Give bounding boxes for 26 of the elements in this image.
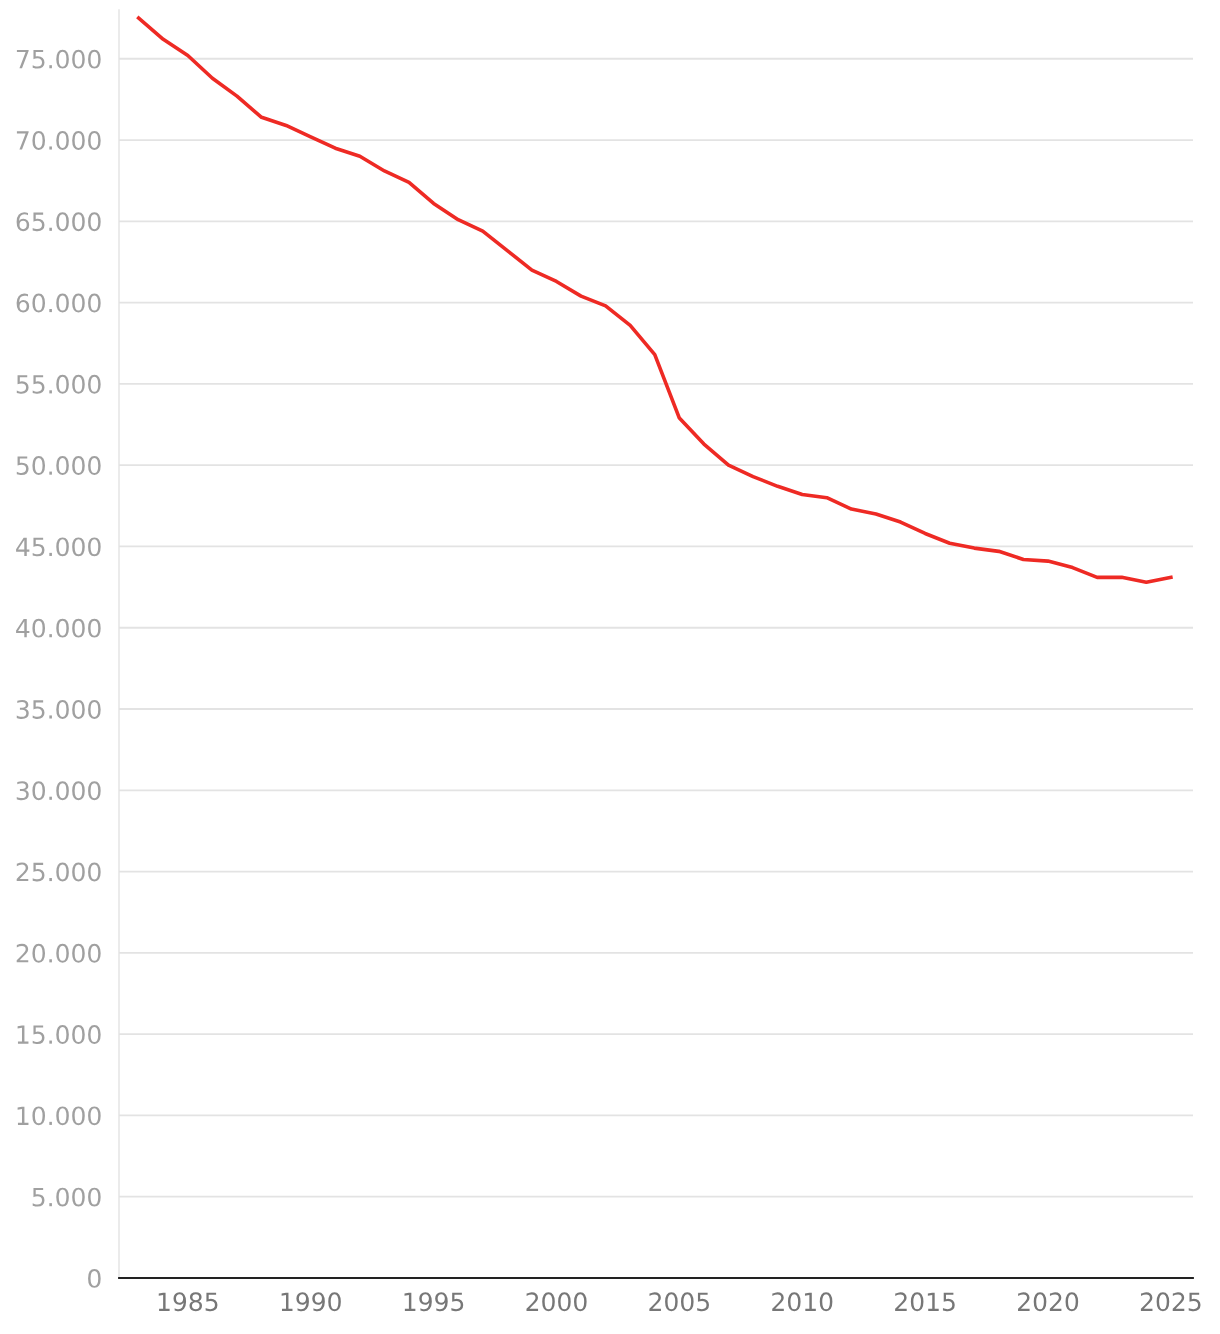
y-tick-label: 75.000 <box>16 49 101 69</box>
y-tick-label: 5.000 <box>32 1187 101 1207</box>
y-tick-label: 40.000 <box>16 618 101 638</box>
y-tick-label: 20.000 <box>16 943 101 963</box>
y-tick-label: 35.000 <box>16 699 101 719</box>
y-tick-label: 60.000 <box>16 293 101 313</box>
x-tick-label: 1995 <box>404 1292 464 1312</box>
y-tick-label: 10.000 <box>17 1106 101 1126</box>
y-tick-label: 25.000 <box>16 862 101 882</box>
x-tick-label: 2020 <box>1018 1292 1079 1312</box>
y-tick-label: 30.000 <box>16 781 101 801</box>
y-tick-label: 0 <box>88 1268 101 1288</box>
y-tick-label: 55.000 <box>16 374 101 394</box>
y-tick-label: 45.000 <box>16 537 101 557</box>
y-tick-label: 70.000 <box>16 130 101 150</box>
x-tick-label: 2000 <box>526 1292 587 1312</box>
x-tick-label: 2010 <box>772 1292 833 1312</box>
y-tick-label: 15.000 <box>17 1025 101 1045</box>
x-tick-label: 1990 <box>281 1292 341 1312</box>
y-tick-label: 50.000 <box>16 456 101 476</box>
x-tick-label: 2015 <box>895 1292 955 1312</box>
x-tick-label: 1985 <box>158 1292 218 1312</box>
y-tick-label: 65.000 <box>16 212 101 232</box>
x-tick-label: 2005 <box>649 1292 709 1312</box>
line-series <box>136 16 1173 585</box>
x-tick-label: 2025 <box>1140 1292 1201 1312</box>
